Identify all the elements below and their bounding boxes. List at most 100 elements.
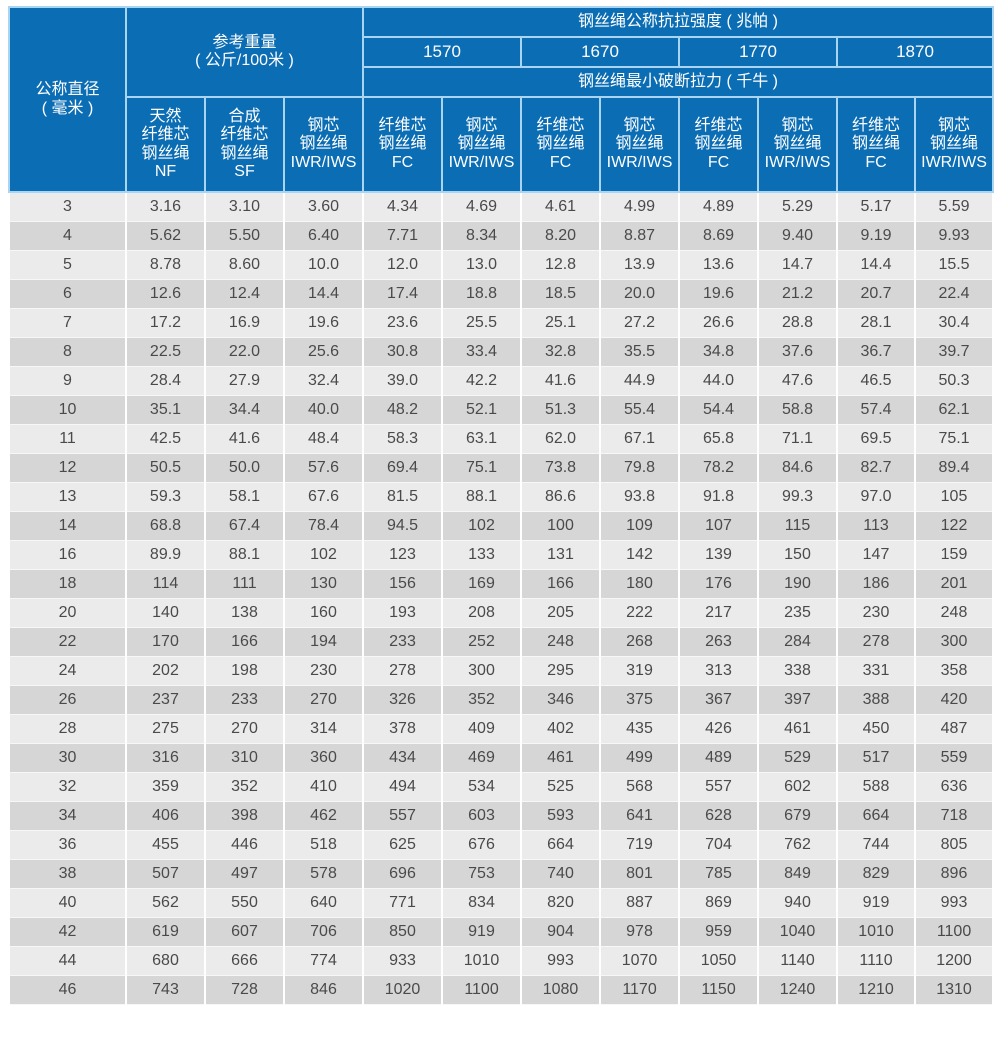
value-cell: 704 [678, 830, 760, 860]
header-force-fc-1870: 纤维芯 钢丝绳 FC [836, 96, 917, 193]
value-cell: 20.0 [599, 279, 681, 309]
value-cell: 326 [362, 685, 444, 715]
value-cell: 313 [678, 656, 760, 686]
value-cell: 367 [678, 685, 760, 715]
value-cell: 59.3 [125, 482, 206, 512]
value-cell: 834 [441, 888, 523, 918]
value-cell: 359 [125, 772, 206, 802]
value-cell: 130 [282, 569, 365, 599]
diameter-cell: 40 [8, 888, 127, 918]
value-cell: 97.0 [836, 482, 917, 512]
value-cell: 42.5 [125, 424, 206, 454]
table-row: 38 507 497 578 696 753 740 801 785 849 829 896 [8, 859, 995, 889]
diameter-cell: 8 [8, 337, 127, 367]
value-cell: 1240 [757, 975, 839, 1005]
value-cell: 138 [204, 598, 285, 628]
table-row: 9 28.4 27.9 32.4 39.0 42.2 41.6 44.9 44.0 47.6 46.… [8, 366, 995, 396]
value-cell: 771 [362, 888, 444, 918]
value-cell: 896 [914, 859, 995, 889]
value-cell: 26.6 [678, 308, 760, 338]
value-cell: 115 [757, 511, 839, 541]
value-cell: 139 [678, 540, 760, 570]
header-line: 钢芯 [307, 116, 340, 134]
value-cell: 785 [678, 859, 760, 889]
value-cell: 37.6 [757, 337, 839, 367]
value-cell: 235 [757, 598, 839, 628]
value-cell: 278 [362, 656, 444, 686]
value-cell: 57.6 [282, 453, 365, 483]
table-row: 3 3.16 3.10 3.60 4.34 4.69 4.61 4.99 4.89 5.29 5.1… [8, 191, 995, 222]
value-cell: 959 [678, 917, 760, 947]
value-cell: 1080 [520, 975, 602, 1005]
value-cell: 133 [441, 540, 523, 570]
header-line: FC [549, 153, 572, 171]
value-cell: 30.4 [914, 308, 995, 338]
value-cell: 44.0 [678, 366, 760, 396]
value-cell: 310 [204, 743, 285, 773]
value-cell: 88.1 [441, 482, 523, 512]
value-cell: 993 [914, 888, 995, 918]
value-cell: 78.4 [282, 511, 365, 541]
value-cell: 113 [836, 511, 917, 541]
header-weight-nf: 天然 纤维芯 钢丝绳 NF [125, 96, 206, 193]
value-cell: 525 [520, 772, 602, 802]
value-cell: 109 [599, 511, 681, 541]
diameter-cell: 6 [8, 279, 127, 309]
header-line: FC [391, 153, 414, 171]
value-cell: 147 [836, 540, 917, 570]
diameter-cell: 44 [8, 946, 127, 976]
value-cell: 67.4 [204, 511, 285, 541]
header-line: 钢丝绳 [930, 135, 979, 153]
value-cell: 4.34 [362, 191, 444, 222]
value-cell: 94.5 [362, 511, 444, 541]
value-cell: 346 [520, 685, 602, 715]
diameter-cell: 42 [8, 917, 127, 947]
value-cell: 28.8 [757, 308, 839, 338]
header-grade-1770: 1770 [678, 36, 839, 68]
value-cell: 217 [678, 598, 760, 628]
value-cell: 641 [599, 801, 681, 831]
value-cell: 278 [836, 627, 917, 657]
header-min-breaking-force: 钢丝绳最小破断拉力 ( 千牛 ) [362, 66, 995, 98]
value-cell: 3.16 [125, 191, 206, 222]
value-cell: 230 [282, 656, 365, 686]
value-cell: 35.1 [125, 395, 206, 425]
value-cell: 568 [599, 772, 681, 802]
value-cell: 10.0 [282, 250, 365, 280]
value-cell: 578 [282, 859, 365, 889]
header-line: NF [154, 162, 177, 180]
value-cell: 607 [204, 917, 285, 947]
value-cell: 5.59 [914, 191, 995, 222]
value-cell: 89.4 [914, 453, 995, 483]
value-cell: 50.3 [914, 366, 995, 396]
value-cell: 105 [914, 482, 995, 512]
value-cell: 100 [520, 511, 602, 541]
value-cell: 222 [599, 598, 681, 628]
value-cell: 48.4 [282, 424, 365, 454]
value-cell: 489 [678, 743, 760, 773]
value-cell: 719 [599, 830, 681, 860]
value-cell: 1210 [836, 975, 917, 1005]
diameter-cell: 20 [8, 598, 127, 628]
value-cell: 201 [914, 569, 995, 599]
value-cell: 68.8 [125, 511, 206, 541]
value-cell: 14.4 [282, 279, 365, 309]
header-grade-1570: 1570 [362, 36, 523, 68]
value-cell: 904 [520, 917, 602, 947]
value-cell: 114 [125, 569, 206, 599]
value-cell: 22.5 [125, 337, 206, 367]
table-row: 28 275 270 314 378 409 402 435 426 461 450 487 [8, 714, 995, 744]
diameter-cell: 14 [8, 511, 127, 541]
header-tensile-strength: 钢丝绳公称抗拉强度 ( 兆帕 ) [362, 6, 995, 38]
value-cell: 67.1 [599, 424, 681, 454]
value-cell: 3.60 [282, 191, 365, 222]
diameter-cell: 12 [8, 453, 127, 483]
value-cell: 5.29 [757, 191, 839, 222]
value-cell: 48.2 [362, 395, 444, 425]
diameter-cell: 38 [8, 859, 127, 889]
value-cell: 550 [204, 888, 285, 918]
value-cell: 744 [836, 830, 917, 860]
value-cell: 131 [520, 540, 602, 570]
value-cell: 461 [757, 714, 839, 744]
value-cell: 378 [362, 714, 444, 744]
